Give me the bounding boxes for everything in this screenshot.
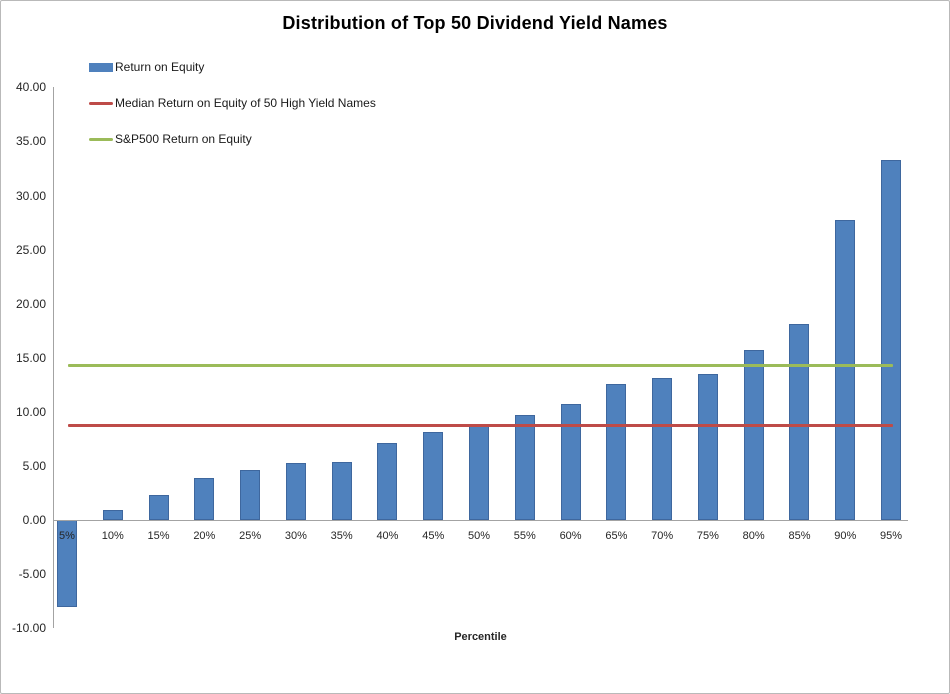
x-axis-tick-label: 90% [834, 530, 857, 542]
x-axis-tick-label: 25% [239, 530, 262, 542]
x-axis-tick-label: 20% [193, 530, 216, 542]
chart-title: Distribution of Top 50 Dividend Yield Na… [282, 13, 668, 33]
x-axis-tick-label: 30% [284, 530, 307, 542]
x-axis-tick-label: 5% [59, 530, 75, 542]
x-axis-tick-label: 80% [742, 530, 765, 542]
median-reference-line [68, 424, 893, 428]
x-axis-tick-label: 70% [651, 530, 674, 542]
x-axis-tick-label: 10% [101, 530, 124, 542]
bar-80% [743, 350, 764, 520]
x-axis-line [53, 520, 908, 521]
y-axis-tick-label: 5.00 [22, 458, 46, 473]
bar-15% [148, 495, 169, 520]
x-axis-tick-label: 85% [788, 530, 811, 542]
x-axis-tick-label: 50% [468, 530, 491, 542]
bar-65% [606, 383, 627, 520]
x-axis-title: Percentile [454, 631, 507, 643]
x-axis-tick-label: 35% [330, 530, 353, 542]
y-axis-tick-label: 30.00 [15, 188, 46, 203]
x-axis-tick-label: 75% [696, 530, 719, 542]
bar-75% [697, 373, 718, 520]
x-axis-tick-label: 65% [605, 530, 628, 542]
y-axis-line [53, 87, 54, 628]
bar-25% [240, 470, 261, 520]
y-axis-tick-label: -5.00 [18, 567, 46, 582]
x-axis-tick-label: 15% [147, 530, 170, 542]
bar-55% [514, 415, 535, 520]
y-axis-tick-label: 0.00 [22, 513, 46, 527]
legend-swatch-icon [89, 62, 113, 72]
legend-label: Median Return on Equity of 50 High Yield… [115, 96, 376, 110]
bar-70% [652, 378, 673, 520]
bar-10% [102, 510, 123, 520]
y-axis-tick-label: -10.00 [11, 621, 46, 636]
legend-label: Return on Equity [115, 60, 205, 74]
x-axis-tick-label: 40% [376, 530, 399, 542]
bar-85% [789, 324, 810, 520]
bar-40% [377, 443, 398, 520]
x-axis-tick-label: 55% [513, 530, 536, 542]
legend-label: S&P500 Return on Equity [115, 132, 252, 146]
y-axis-tick-label: 35.00 [15, 134, 46, 149]
legend-item: S&P500 Return on Equity [89, 131, 376, 147]
bar-20% [194, 477, 215, 520]
y-axis-tick-label: 15.00 [15, 350, 46, 365]
bar-45% [423, 432, 444, 520]
legend-swatch-icon [89, 101, 113, 105]
x-axis-tick-label: 95% [880, 530, 903, 542]
y-axis-tick-label: 25.00 [15, 242, 46, 257]
y-axis-tick-label: 20.00 [15, 296, 46, 311]
legend-swatch-icon [89, 137, 113, 141]
legend-item: Median Return on Equity of 50 High Yield… [89, 95, 376, 111]
legend-item: Return on Equity [89, 59, 376, 75]
bar-90% [835, 220, 856, 520]
bar-35% [331, 461, 352, 520]
chart-legend: Return on Equity Median Return on Equity … [89, 59, 376, 167]
bar-60% [560, 404, 581, 520]
bar-95% [881, 159, 902, 520]
bar-30% [285, 462, 306, 520]
x-axis-tick-label: 45% [422, 530, 445, 542]
y-axis-tick-label: 40.00 [15, 80, 46, 95]
sp500-reference-line [68, 363, 893, 367]
bar-50% [469, 424, 490, 520]
x-axis-tick-label: 60% [559, 530, 582, 542]
y-axis-tick-label: 10.00 [15, 404, 46, 419]
